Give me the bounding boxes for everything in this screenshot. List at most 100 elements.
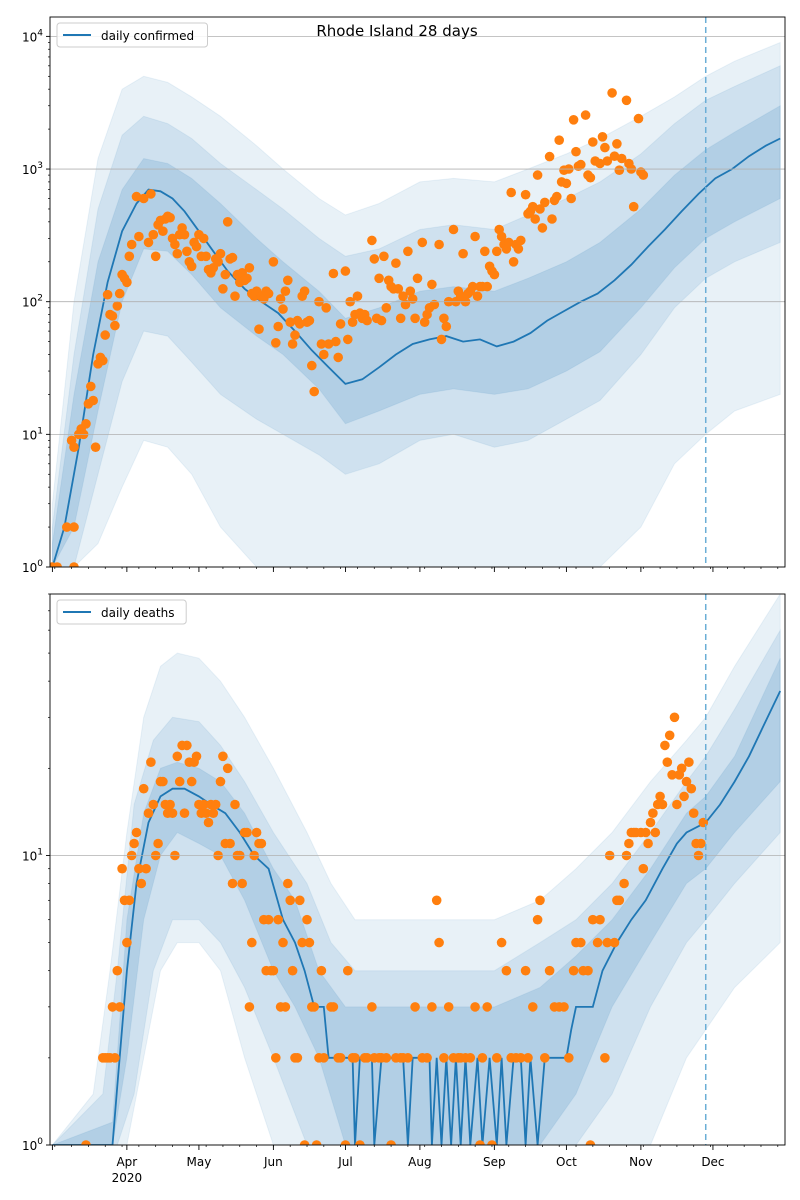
- observed-point: [230, 291, 240, 302]
- observed-point: [528, 201, 538, 212]
- x-tick-label: Nov: [629, 1155, 652, 1169]
- observed-point: [520, 189, 531, 200]
- plot-area: [51, 594, 782, 1145]
- observed-point: [508, 257, 519, 267]
- observed-point: [403, 1053, 413, 1063]
- observed-point: [311, 1140, 322, 1145]
- observed-point: [609, 937, 620, 948]
- observed-point: [251, 827, 262, 838]
- y-tick-label: 100: [22, 1137, 43, 1153]
- observed-point: [321, 303, 332, 313]
- observed-point: [244, 263, 255, 273]
- observed-point: [81, 419, 91, 429]
- observed-point: [340, 1140, 351, 1145]
- observed-point: [443, 1002, 454, 1012]
- observed-point: [672, 799, 682, 810]
- observed-point: [592, 937, 603, 948]
- observed-point: [271, 338, 281, 348]
- observed-point: [107, 1002, 118, 1012]
- observed-point: [143, 808, 154, 818]
- deaths-panel: 100 101 Apr May Jun Jul Aug Sep Oct Nov Dec 2020 dai…: [22, 593, 786, 1185]
- observed-point: [696, 838, 706, 849]
- observed-point: [237, 878, 247, 889]
- observed-point: [350, 1053, 360, 1063]
- observed-point: [643, 838, 653, 849]
- observed-point: [319, 349, 329, 360]
- observed-point: [554, 135, 564, 145]
- observed-point: [475, 1140, 485, 1145]
- observed-point: [273, 321, 284, 332]
- observed-point: [660, 740, 670, 751]
- observed-point: [287, 965, 298, 976]
- observed-point: [436, 334, 447, 345]
- observed-point: [439, 1053, 449, 1063]
- observed-point: [645, 817, 656, 828]
- observed-point: [506, 187, 516, 198]
- observed-point: [201, 251, 211, 262]
- observed-point: [170, 239, 180, 250]
- observed-point: [638, 863, 649, 874]
- observed-point: [614, 895, 625, 906]
- observed-point: [52, 562, 62, 567]
- observed-point: [283, 878, 293, 889]
- observed-point: [81, 1140, 91, 1145]
- observed-point: [386, 1140, 396, 1145]
- observed-point: [302, 914, 312, 925]
- observed-point: [417, 237, 428, 248]
- observed-point: [222, 763, 233, 774]
- observed-point: [381, 303, 392, 313]
- observed-point: [395, 313, 406, 324]
- observed-point: [638, 170, 649, 180]
- observed-point: [662, 757, 673, 767]
- observed-point: [110, 1053, 120, 1063]
- observed-point: [655, 791, 665, 802]
- observed-point: [576, 159, 586, 170]
- observed-point: [280, 286, 291, 297]
- observed-point: [340, 266, 351, 276]
- observed-point: [568, 115, 579, 125]
- observed-point: [309, 386, 320, 397]
- observed-point: [600, 1053, 610, 1063]
- observed-point: [331, 336, 341, 347]
- observed-point: [544, 151, 555, 162]
- observed-point: [110, 320, 120, 331]
- observed-point: [561, 178, 572, 189]
- observed-point: [540, 1053, 550, 1063]
- observed-point: [299, 286, 310, 297]
- observed-point: [391, 258, 401, 269]
- x-tick-label: Apr: [116, 1155, 137, 1169]
- observed-point: [492, 246, 502, 257]
- observed-point: [679, 791, 689, 802]
- observed-point: [247, 937, 257, 948]
- observed-point: [292, 1053, 303, 1063]
- observed-point: [191, 751, 202, 762]
- observed-point: [347, 317, 358, 328]
- model-line: [52, 690, 782, 1145]
- observed-point: [129, 838, 139, 849]
- observed-point: [580, 110, 591, 120]
- observed-point: [393, 284, 404, 294]
- observed-point: [98, 355, 108, 366]
- observed-point: [309, 1002, 320, 1012]
- observed-point: [299, 1140, 310, 1145]
- observed-point: [492, 1053, 502, 1063]
- x-year-label: 2020: [112, 1171, 143, 1185]
- observed-point: [263, 914, 274, 925]
- observed-point: [172, 248, 183, 259]
- observed-point: [482, 281, 493, 292]
- observed-point: [376, 315, 387, 326]
- observed-point: [198, 233, 209, 244]
- observed-point: [602, 156, 613, 166]
- observed-point: [210, 799, 221, 810]
- observed-point: [150, 251, 161, 262]
- observed-point: [405, 286, 416, 297]
- observed-point: [131, 827, 142, 838]
- observed-point: [62, 522, 72, 532]
- observed-point: [295, 895, 305, 906]
- observed-point: [458, 248, 468, 259]
- observed-point: [242, 273, 252, 284]
- observed-point: [343, 334, 353, 345]
- observed-point: [429, 299, 440, 310]
- observed-point: [280, 1002, 291, 1012]
- observed-point: [198, 799, 209, 810]
